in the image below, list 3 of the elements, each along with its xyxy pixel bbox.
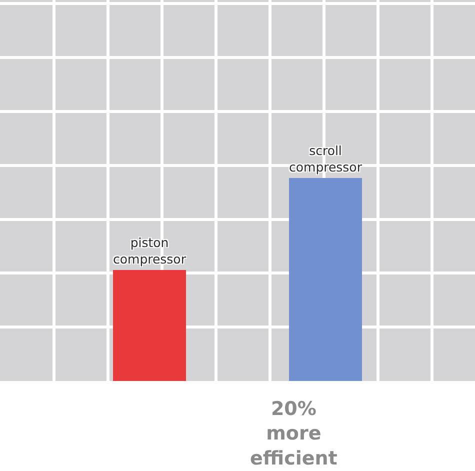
x-tick-label: piston compressor bbox=[113, 235, 187, 266]
x-tick-label: scroll compressor bbox=[289, 143, 363, 174]
text: 20% more efficient bbox=[250, 398, 338, 470]
